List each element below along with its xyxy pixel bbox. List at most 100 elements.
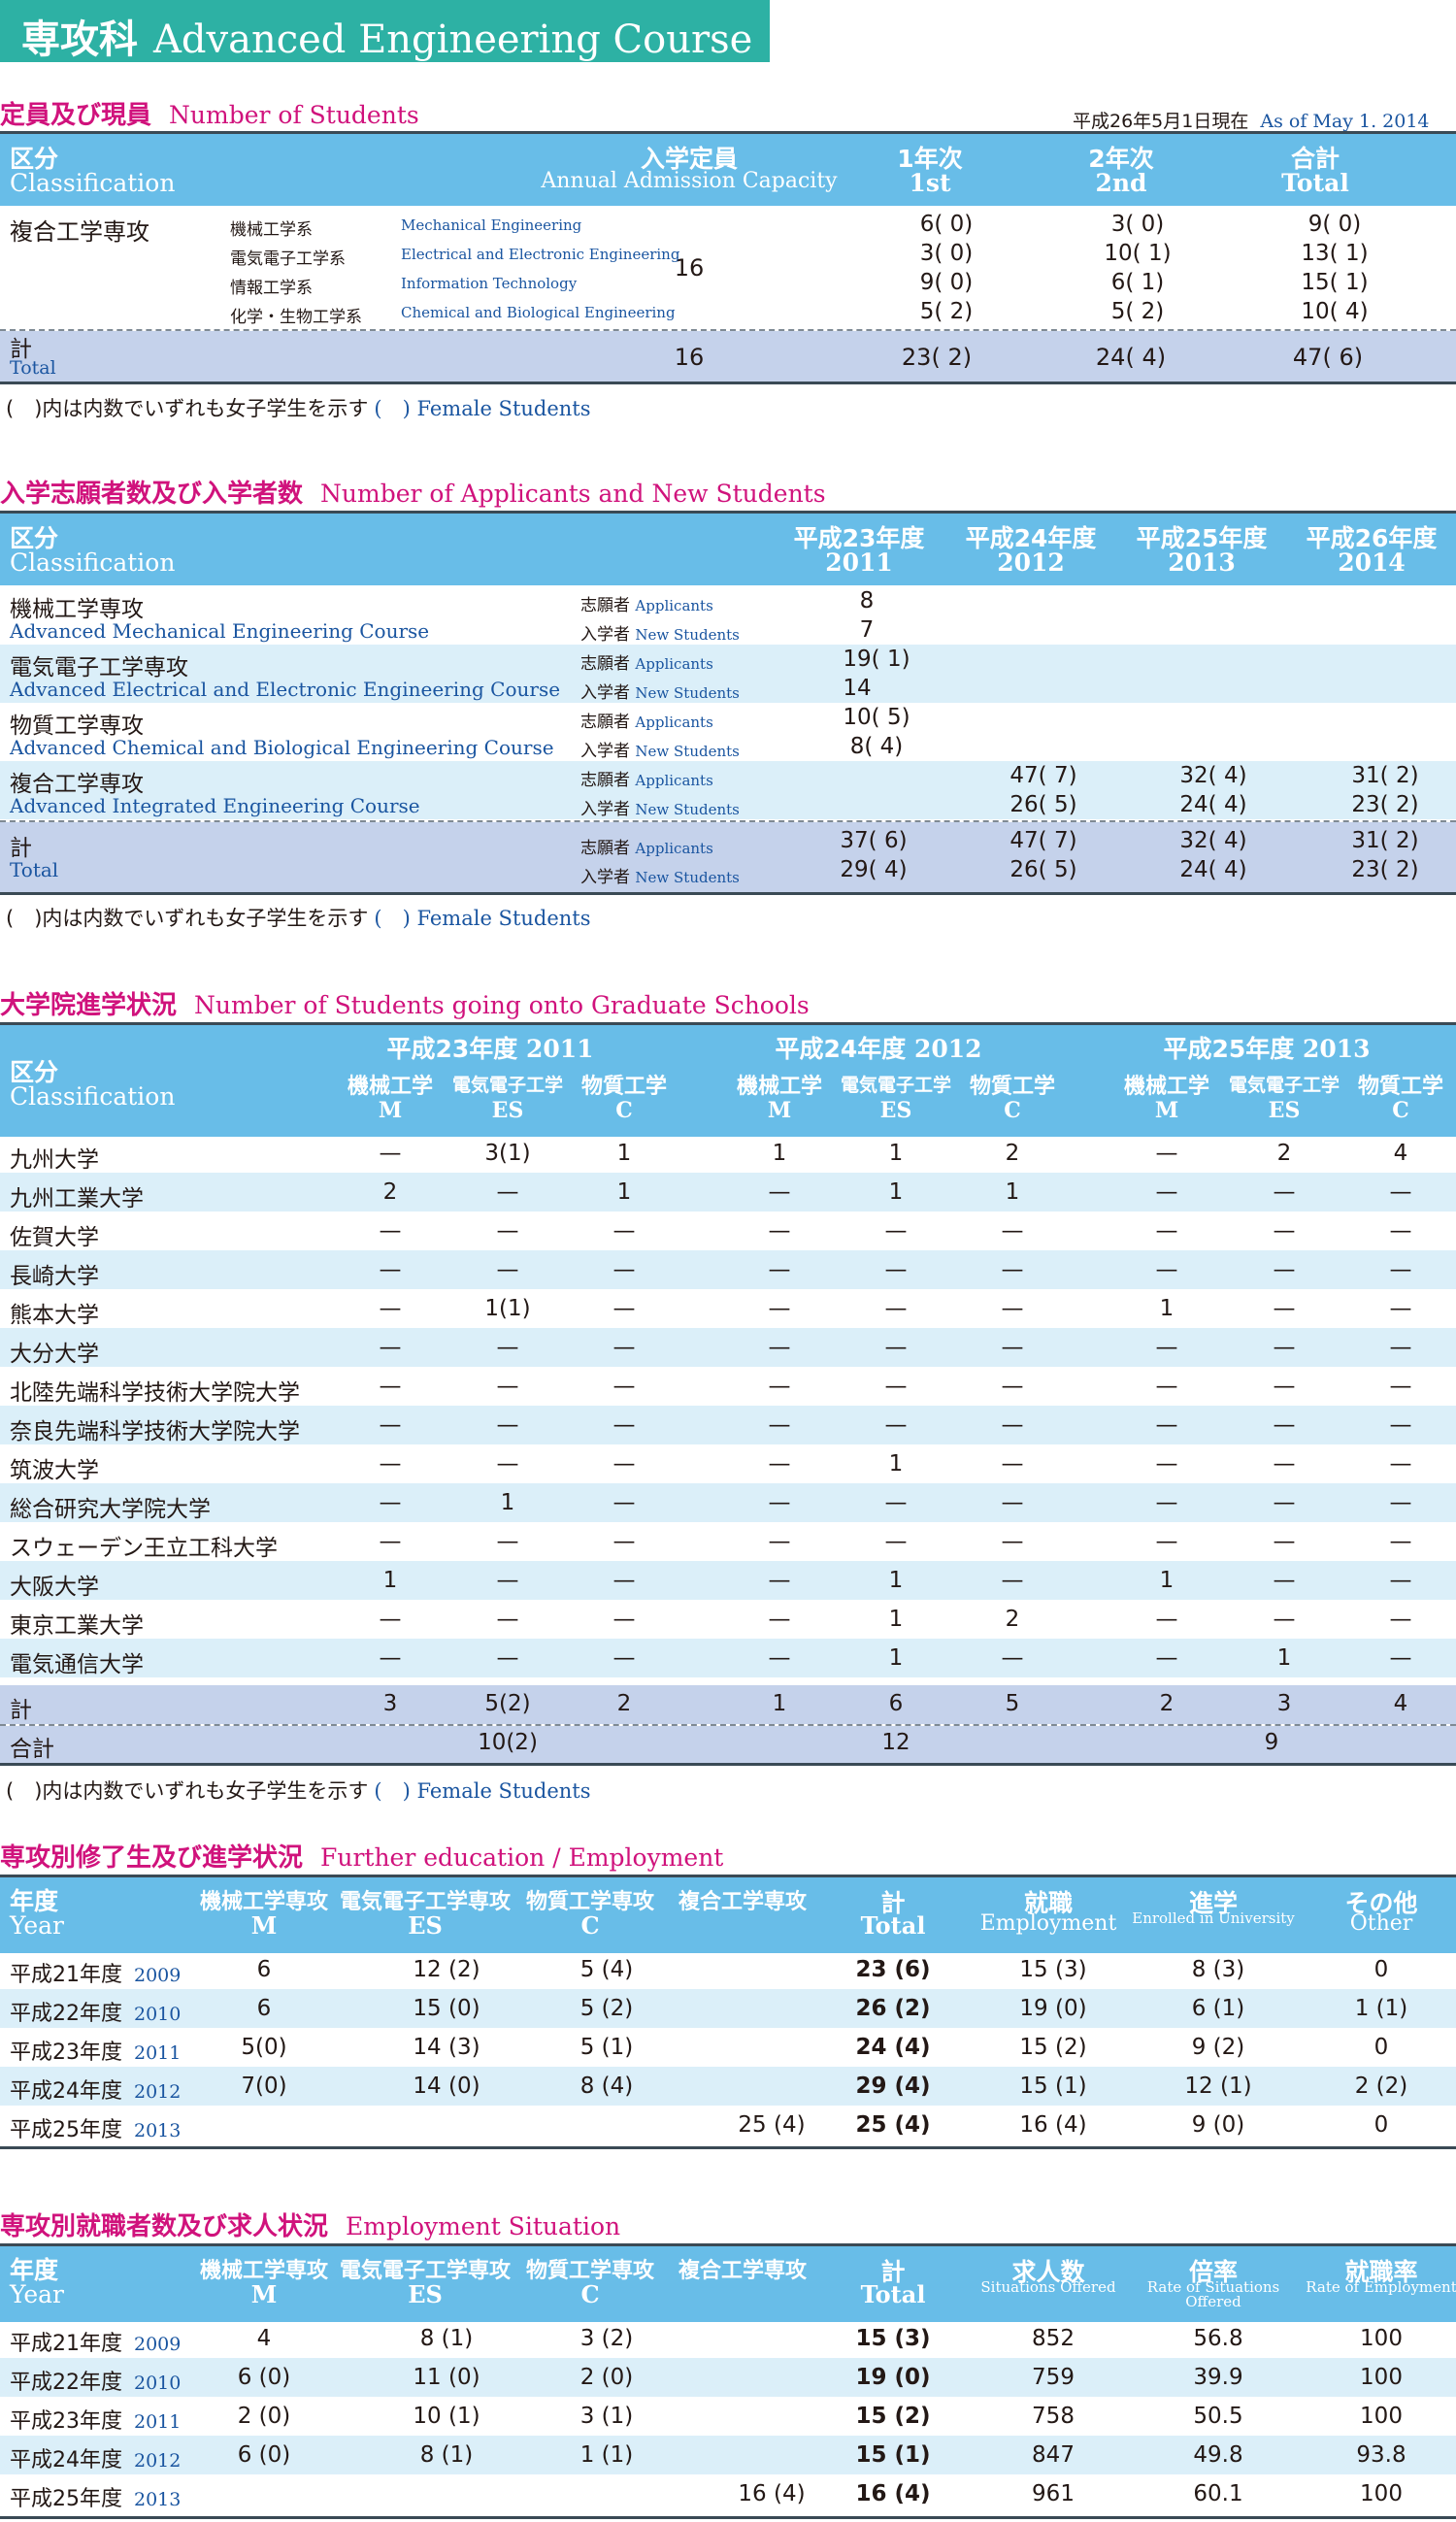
new-students-label-en: New Students [635, 869, 740, 886]
section-title-en: Number of Students going onto Graduate S… [194, 991, 810, 1019]
table-cell: 3 (2) [579, 2326, 634, 2351]
table-cell: 100 [1360, 2481, 1403, 2506]
header-year2-jp: 2年次 [1088, 145, 1154, 173]
total-total: 47( 6) [1292, 344, 1364, 371]
total-new-students: 24( 4) [1179, 857, 1247, 882]
header-total-jp: 合計 [1290, 145, 1340, 173]
new-students-label-jp: 入学者 [580, 625, 630, 645]
university-name: 奈良先端科学技術大学院大学 [10, 1419, 300, 1444]
graduate-count: 1 [888, 1179, 904, 1205]
graduate-count: — [1001, 1412, 1024, 1438]
value-year2: 3( 0) [1110, 212, 1165, 237]
header-year2-en: 2nd [1095, 169, 1147, 197]
graduate-count: — [1155, 1607, 1178, 1632]
graduate-count: — [1273, 1451, 1296, 1477]
table-cell: 9 (2) [1191, 2035, 1245, 2060]
section-title-graduate: 大学院進学状況 Number of Students going onto Gra… [0, 985, 810, 1021]
university-name: 大阪大学 [10, 1575, 99, 1600]
column-header-jp: 複合工学専攻 [678, 1890, 808, 1914]
header-year-jp: 平成24年度 [775, 1035, 907, 1063]
graduate-count: — [379, 1296, 402, 1321]
university-name: 佐賀大学 [10, 1225, 99, 1250]
header-classification-en: Classification [10, 169, 176, 197]
year-label-en: 2013 [134, 2489, 182, 2510]
section-title-en: Number of Students [169, 101, 419, 129]
graduate-count: — [612, 1490, 636, 1515]
university-name: 長崎大学 [10, 1264, 99, 1289]
university-name: 筑波大学 [10, 1458, 99, 1483]
table-cell: 14 (3) [413, 2035, 480, 2060]
column-header-en: M [250, 1911, 278, 1940]
header-year-jp: 平成25年度 [1163, 1035, 1295, 1063]
applicants-label-jp: 志願者 [580, 713, 630, 732]
applicants-value: 10( 5) [843, 705, 910, 730]
applicants-label-en: Applicants [635, 655, 713, 673]
subheader-m-en: M [1154, 1098, 1179, 1123]
value-year2: 5( 2) [1110, 299, 1165, 324]
graduate-count: 1 [500, 1490, 515, 1515]
applicants-label-en: Applicants [635, 840, 713, 857]
applicants-value: 32( 4) [1179, 763, 1247, 788]
graduate-count: — [884, 1296, 908, 1321]
course-name-jp: 電気電子工学専攻 [10, 655, 188, 680]
graduate-count: 1 [888, 1141, 904, 1166]
banner-title-jp: 専攻科 [21, 17, 138, 62]
graduate-count: — [1001, 1257, 1024, 1282]
value-total: 13( 1) [1301, 241, 1369, 266]
grand-total-value: 10(2) [478, 1730, 538, 1755]
column-header-jp: 複合工学専攻 [678, 2259, 808, 2283]
graduate-count: — [496, 1257, 519, 1282]
total-applicants: 37( 6) [840, 828, 908, 853]
new-students-value: 24( 4) [1179, 792, 1247, 817]
header-year-en: Year [10, 2280, 64, 2308]
total-row-bg [0, 331, 1456, 382]
graduate-count: 1 [1159, 1296, 1175, 1321]
new-students-value: 14 [843, 676, 872, 701]
section-title-en: Employment Situation [346, 2212, 621, 2240]
header-year1-jp: 1年次 [897, 145, 963, 173]
table-cell: 3 (1) [579, 2404, 634, 2429]
table-cell: 6 (1) [1191, 1996, 1245, 2021]
graduate-count: — [1389, 1296, 1412, 1321]
graduate-total: 3 [1276, 1691, 1292, 1716]
graduate-count: — [496, 1645, 519, 1671]
table-header [0, 131, 1456, 206]
graduate-count: 2 [1005, 1607, 1020, 1632]
dept-en: Mechanical Engineering [401, 216, 582, 234]
table-bottom-rule [0, 892, 1456, 895]
graduate-count: — [379, 1529, 402, 1554]
value-year2: 10( 1) [1104, 241, 1172, 266]
year-label-jp: 平成23年度 [10, 2409, 122, 2434]
applicants-value: 19( 1) [843, 647, 910, 672]
graduate-count: — [1001, 1296, 1024, 1321]
graduate-count: 2 [1005, 1141, 1020, 1166]
subheader-m-jp: 機械工学 [736, 1075, 823, 1099]
table-header [0, 1875, 1456, 1953]
header-year-jp: 平成25年度 [1136, 524, 1268, 552]
course-name-jp: 物質工学専攻 [10, 713, 144, 739]
column-header-jp: 機械工学専攻 [199, 1890, 329, 1914]
table-header [0, 2243, 1456, 2322]
course-name-en: Advanced Electrical and Electronic Engin… [10, 678, 561, 701]
section-title-jp: 大学院進学状況 [0, 991, 178, 1020]
table-cell: 7(0) [241, 2074, 287, 2099]
graduate-total: 4 [1393, 1691, 1408, 1716]
column-header-en: C [580, 1911, 600, 1940]
table-cell: 26 (2) [855, 1996, 931, 2021]
graduate-count: 1 [772, 1141, 787, 1166]
year-label-jp: 平成23年度 [10, 2041, 122, 2065]
column-header-en: Rate of Employment [1306, 2278, 1456, 2296]
table-cell: 16 (4) [855, 2481, 931, 2506]
graduate-count: — [1155, 1645, 1178, 1671]
applicants-label-jp: 志願者 [580, 596, 630, 615]
graduate-count: — [768, 1218, 791, 1244]
graduate-count: — [1389, 1335, 1412, 1360]
university-name: スウェーデン王立工科大学 [10, 1536, 278, 1561]
graduate-count: — [496, 1335, 519, 1360]
new-students-value: 7 [859, 617, 875, 643]
graduate-count: — [1155, 1141, 1178, 1166]
graduate-count: — [1273, 1412, 1296, 1438]
table-cell: 100 [1360, 2326, 1403, 2351]
graduate-count: — [1001, 1490, 1024, 1515]
course-name-en: Advanced Mechanical Engineering Course [10, 619, 430, 643]
